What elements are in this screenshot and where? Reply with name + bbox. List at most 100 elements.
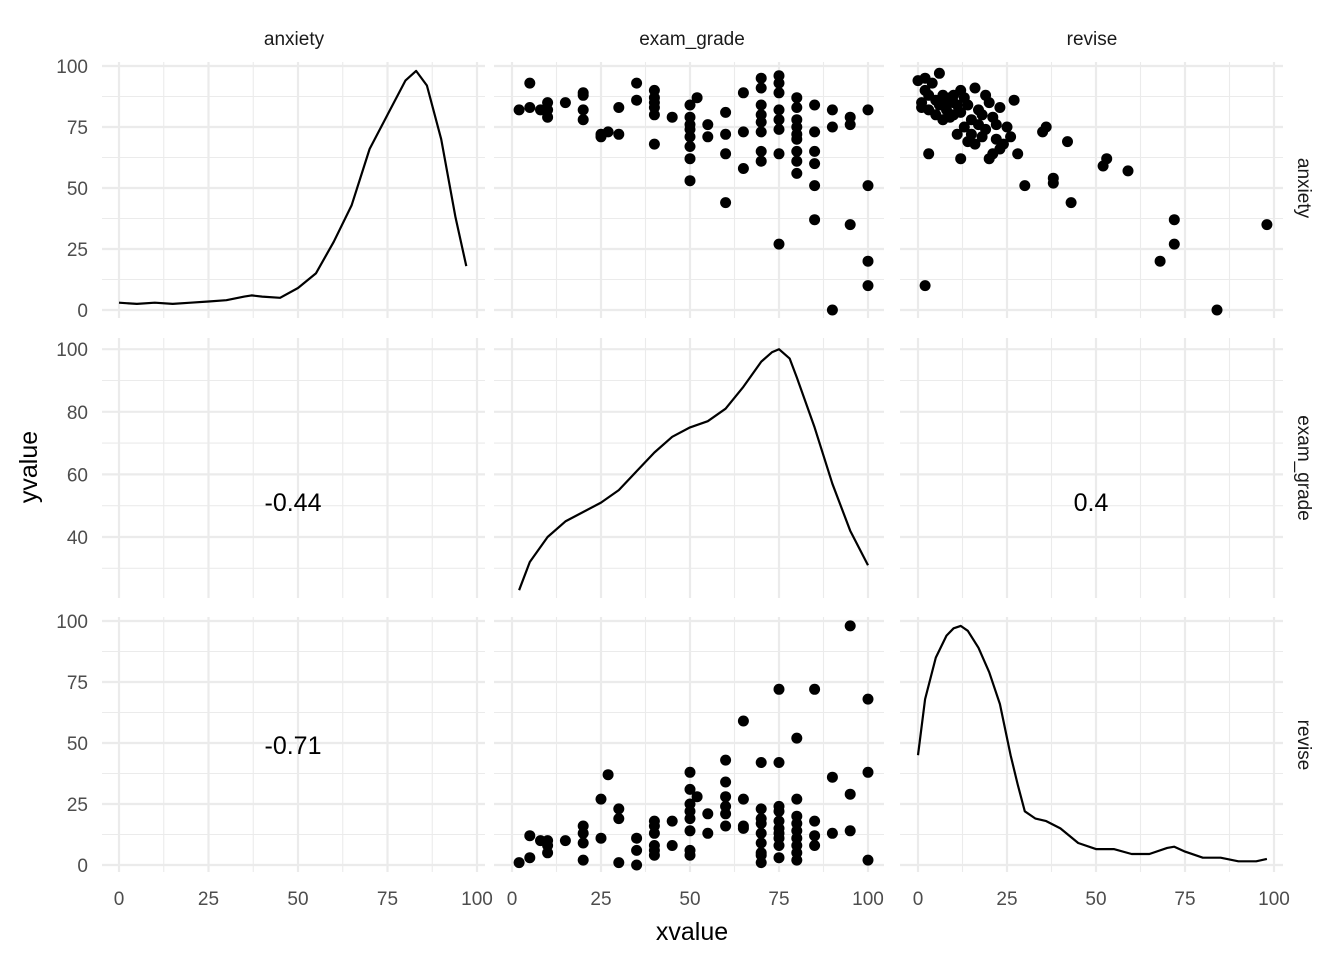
scatter-point bbox=[755, 72, 767, 84]
scatter-point bbox=[542, 840, 554, 851]
scatter-point bbox=[965, 128, 977, 140]
scatter-point bbox=[666, 815, 678, 827]
y-tick-label: 75 bbox=[67, 673, 88, 694]
scatter-point bbox=[955, 106, 967, 118]
scatter-point bbox=[826, 104, 838, 116]
scatter-point bbox=[844, 788, 856, 800]
scatter-point bbox=[631, 844, 643, 856]
x-tick-label: 50 bbox=[287, 889, 308, 910]
correlation-label: -0.44 bbox=[265, 489, 322, 517]
scatter-point bbox=[755, 155, 767, 167]
scatter-point bbox=[1261, 219, 1273, 231]
scatter-point bbox=[666, 840, 678, 851]
scatter-point bbox=[577, 854, 589, 866]
scatter-point bbox=[926, 77, 938, 89]
strip-col-revise: revise bbox=[1067, 29, 1118, 50]
strip-row-revise: revise bbox=[1293, 720, 1314, 771]
scatter-point bbox=[962, 99, 974, 111]
x-tick-label: 0 bbox=[114, 889, 125, 910]
scatter-point bbox=[862, 854, 874, 866]
scatter-point bbox=[720, 106, 732, 118]
scatter-point bbox=[684, 99, 696, 111]
scatter-point bbox=[684, 153, 696, 165]
scatter-point bbox=[1168, 238, 1180, 250]
scatter-point bbox=[720, 820, 732, 832]
scatter-point bbox=[773, 800, 785, 812]
density-curve-revise bbox=[916, 624, 1268, 863]
scatter-point bbox=[755, 99, 767, 111]
scatter-point bbox=[513, 857, 525, 869]
scatter-point bbox=[791, 114, 803, 126]
scatter-point bbox=[755, 145, 767, 157]
scatter-point bbox=[773, 238, 785, 250]
scatter-point bbox=[773, 114, 785, 126]
scatter-point bbox=[684, 175, 696, 187]
scatter-point bbox=[809, 126, 821, 138]
scatter-point bbox=[684, 141, 696, 152]
y-tick-label: 40 bbox=[67, 528, 88, 549]
scatter-point bbox=[691, 791, 703, 803]
scatter-point bbox=[862, 180, 874, 192]
scatter-point bbox=[809, 214, 821, 226]
scatter-point bbox=[980, 123, 992, 135]
scatter-point bbox=[737, 126, 749, 138]
density-curve-exam_grade bbox=[518, 348, 869, 591]
scatter-point bbox=[773, 815, 785, 827]
scatter-point bbox=[791, 155, 803, 167]
strip-col-exam-grade: exam_grade bbox=[639, 29, 745, 50]
scatter-point bbox=[862, 766, 874, 778]
y-tick-label: 50 bbox=[67, 734, 88, 755]
scatter-point bbox=[737, 793, 749, 805]
scatter-point bbox=[862, 104, 874, 116]
scatter-point bbox=[990, 119, 1002, 131]
scatter-point bbox=[702, 827, 714, 839]
scatter-point bbox=[648, 138, 660, 150]
y-tick-label: 100 bbox=[56, 340, 88, 361]
scatter-point bbox=[773, 70, 785, 82]
scatter-point bbox=[720, 128, 732, 140]
scatter-point bbox=[862, 280, 874, 292]
density-curve-anxiety bbox=[118, 69, 468, 305]
gridlines bbox=[102, 62, 1283, 872]
scatter-point bbox=[524, 102, 536, 113]
x-tick-label: 75 bbox=[1174, 889, 1195, 910]
x-tick-label: 25 bbox=[590, 889, 611, 910]
y-tick-label: 0 bbox=[77, 856, 88, 877]
scatter-point bbox=[613, 813, 625, 825]
scatter-point bbox=[1101, 153, 1113, 165]
scatter-point bbox=[773, 148, 785, 160]
scatter-point bbox=[684, 111, 696, 123]
correlation-label: -0.71 bbox=[265, 732, 322, 760]
strip-row-exam-grade: exam_grade bbox=[1293, 415, 1314, 521]
strip-col-anxiety: anxiety bbox=[264, 29, 325, 50]
scatter-point bbox=[951, 128, 963, 140]
scatter-point bbox=[613, 128, 625, 140]
scatter-point bbox=[969, 138, 981, 150]
scatter-point bbox=[631, 94, 643, 106]
scatter-point bbox=[969, 82, 981, 94]
scatter-point bbox=[613, 857, 625, 869]
scatter-point bbox=[631, 859, 643, 871]
scatter-point bbox=[577, 87, 589, 99]
scatter-point bbox=[559, 835, 571, 847]
scatter-point bbox=[791, 810, 803, 822]
scatter-point bbox=[577, 837, 589, 849]
chart-marks: -0.44 0.4 -0.71 bbox=[118, 67, 1273, 871]
scatter-point bbox=[755, 827, 767, 839]
scatter-point bbox=[559, 97, 571, 109]
scatter-point bbox=[720, 776, 732, 788]
scatter-point bbox=[1211, 304, 1223, 316]
y-tick-label: 25 bbox=[67, 240, 88, 261]
scatter-point bbox=[737, 163, 749, 174]
x-tick-label: 100 bbox=[852, 889, 884, 910]
scatter-point bbox=[702, 131, 714, 143]
scatter-point bbox=[1005, 131, 1017, 143]
scatter-point bbox=[809, 99, 821, 111]
scatter-point bbox=[720, 800, 732, 812]
scatter-point bbox=[826, 827, 838, 839]
scatter-point bbox=[983, 97, 995, 109]
tick-labels: 0 25 50 75 100 0 25 50 75 100 0 25 50 75 100 0 25 50 75 100… bbox=[56, 57, 1290, 910]
scatter-point bbox=[755, 109, 767, 121]
y-tick-label: 75 bbox=[67, 118, 88, 139]
